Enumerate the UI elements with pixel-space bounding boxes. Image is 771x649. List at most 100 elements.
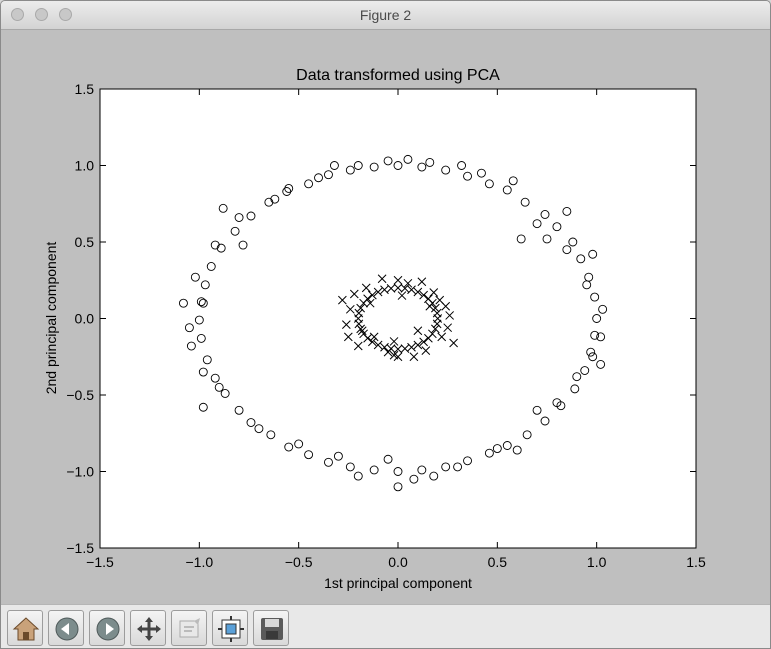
x-marker: [383, 347, 393, 357]
x-marker: [368, 337, 377, 347]
circle-marker: [264, 197, 274, 207]
circle-marker: [246, 211, 256, 221]
x-tick-label: 1.5: [686, 554, 706, 570]
circle-marker: [502, 185, 512, 195]
close-window-button[interactable]: [11, 8, 24, 21]
circle-marker: [206, 262, 216, 271]
minimize-window-button[interactable]: [35, 8, 48, 21]
circle-marker: [383, 454, 393, 464]
circle-marker: [202, 355, 212, 365]
circle-marker: [532, 219, 542, 229]
zoom-button[interactable]: [171, 610, 207, 646]
x-marker: [393, 352, 403, 362]
pan-button[interactable]: [130, 610, 166, 646]
circle-marker: [210, 240, 220, 250]
y-tick-label: 1.0: [75, 158, 95, 174]
circle-marker: [196, 333, 206, 343]
circle-marker: [333, 451, 343, 461]
x-marker: [419, 290, 428, 300]
circle-marker: [552, 222, 562, 232]
circle-marker: [304, 450, 314, 460]
circle-marker: [570, 384, 580, 394]
x-tick-label: 0.5: [488, 554, 508, 570]
circle-marker: [314, 173, 323, 183]
circle-marker: [218, 203, 228, 213]
circle-marker: [186, 341, 196, 351]
circle-marker: [572, 372, 582, 382]
figure-canvas[interactable]: Data transformed using PCA 1st principal…: [1, 30, 770, 604]
circle-marker: [453, 462, 463, 472]
x-marker: [345, 304, 355, 314]
circle-marker: [234, 213, 244, 222]
circle-marker: [484, 448, 494, 458]
circle-marker: [492, 444, 502, 453]
y-axis-label: 2nd principal component: [43, 242, 59, 395]
circle-marker: [282, 187, 292, 196]
x-marker: [389, 337, 399, 346]
circle-marker: [425, 157, 435, 167]
x-marker: [428, 329, 437, 339]
x-tick-label: −0.5: [285, 554, 313, 570]
circle-marker: [586, 347, 596, 357]
x-marker: [357, 326, 367, 336]
circle-marker: [353, 161, 363, 170]
subplots-icon: [218, 616, 244, 642]
home-button[interactable]: [7, 610, 43, 646]
x-marker: [449, 338, 458, 348]
circle-marker: [178, 298, 188, 308]
x-marker: [407, 342, 416, 352]
x-marker: [353, 341, 363, 351]
circle-marker: [403, 154, 413, 164]
save-button[interactable]: [253, 610, 289, 646]
circle-marker: [184, 323, 194, 333]
circle-marker: [417, 162, 427, 172]
x-marker: [373, 340, 383, 350]
y-tick-label: 1.5: [75, 81, 95, 97]
back-button[interactable]: [48, 610, 84, 646]
circle-marker: [540, 416, 550, 426]
x-marker: [430, 324, 440, 334]
x-marker: [373, 287, 383, 297]
x-marker: [432, 319, 442, 329]
x-marker: [403, 278, 413, 288]
circle-marker: [592, 314, 602, 323]
circle-marker: [393, 467, 403, 476]
x-marker: [361, 283, 371, 293]
y-tick-label: −1.5: [66, 540, 94, 556]
navigation-toolbar: [1, 604, 770, 648]
plot-area: [99, 88, 697, 549]
circle-marker: [516, 234, 526, 244]
x-marker: [429, 288, 439, 297]
x-marker: [338, 295, 347, 305]
x-marker: [413, 340, 423, 350]
x-marker: [417, 277, 427, 287]
x-marker: [424, 294, 433, 304]
x-marker: [400, 284, 410, 293]
circle-marker: [294, 439, 304, 449]
x-marker: [397, 291, 407, 300]
x-marker: [393, 275, 403, 285]
title-bar: Figure 2: [1, 1, 770, 30]
circle-marker: [590, 330, 600, 340]
circle-marker: [220, 389, 230, 398]
circle-marker: [198, 298, 208, 308]
zoom-window-button[interactable]: [59, 8, 72, 21]
circle-marker: [476, 168, 486, 178]
x-marker: [369, 332, 379, 342]
circle-marker: [576, 254, 586, 264]
circle-marker: [238, 240, 248, 250]
circle-marker: [522, 430, 532, 440]
back-icon: [55, 617, 79, 641]
x-marker: [368, 290, 377, 300]
circle-marker: [194, 315, 204, 325]
circle-marker: [484, 179, 494, 189]
x-marker: [356, 303, 366, 313]
subplots-button[interactable]: [212, 610, 248, 646]
circle-marker: [246, 418, 256, 427]
forward-button[interactable]: [89, 610, 125, 646]
circle-marker: [429, 471, 439, 481]
circle-marker: [580, 366, 590, 375]
circle-marker: [457, 161, 467, 170]
y-tick-label: −1.0: [66, 464, 94, 480]
